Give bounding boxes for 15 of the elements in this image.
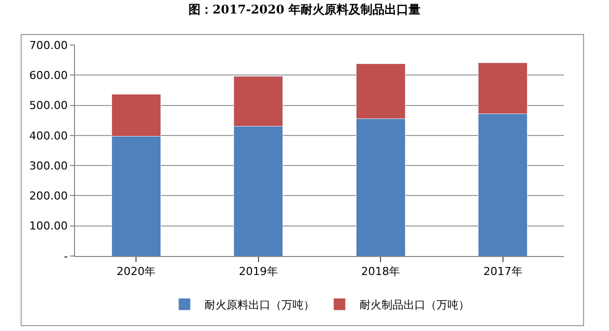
y-tick-label: 500.00 (29, 99, 68, 112)
y-tick-label: 700.00 (29, 38, 68, 52)
legend-label: 耐火制品出口（万吨） (360, 298, 470, 312)
chart-title: 图：2017-2020 年耐火原料及制品出口量 (188, 2, 420, 16)
y-tick-label: 200.00 (29, 190, 68, 203)
y-tick-label: - (64, 250, 68, 263)
x-tick-label: 2020年 (116, 265, 156, 278)
y-tick-label: 100.00 (29, 220, 68, 233)
legend-label: 耐火原料出口（万吨） (204, 298, 314, 312)
y-tick-label: 300.00 (29, 159, 68, 172)
y-tick-label: 600.00 (29, 68, 68, 82)
x-tick-label: 2019年 (238, 265, 278, 278)
x-tick-label: 2017年 (483, 265, 522, 278)
x-tick-label: 2018年 (361, 265, 400, 278)
y-tick-label: 400.00 (29, 129, 68, 142)
